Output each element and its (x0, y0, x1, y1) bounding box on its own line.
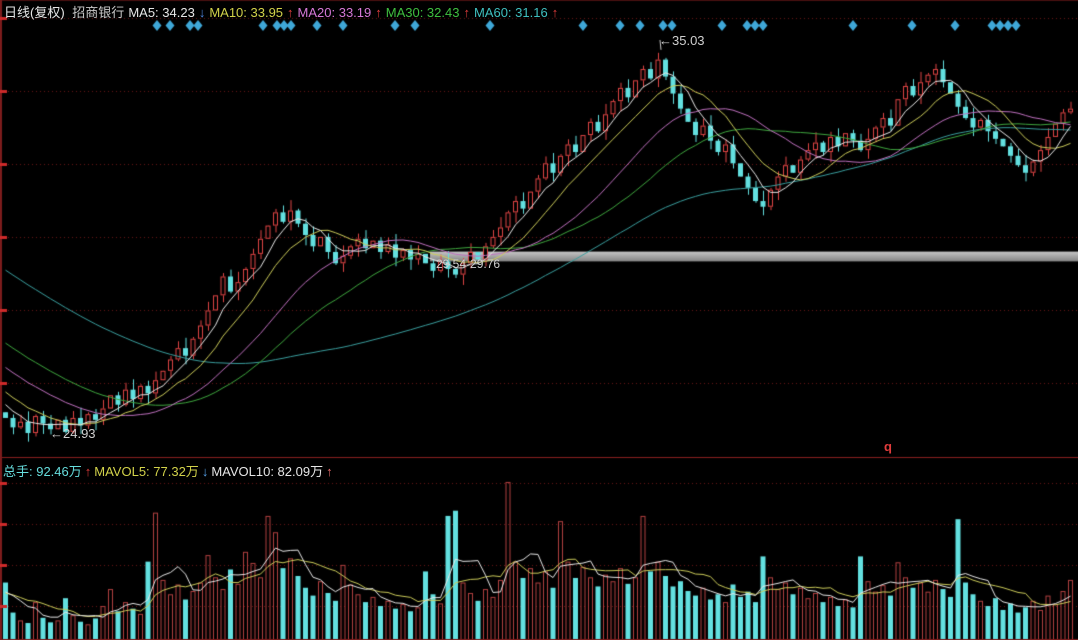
ma-values: MA5: 34.23 ↓ MA10: 33.95 ↑ MA20: 33.19 ↑ MA30:… (128, 5, 562, 20)
event-marker-q[interactable]: q (884, 439, 892, 454)
volume-values: 总手: 92.46万 ↑ MAVOL5: 77.32万 ↓ MAVOL10: 82.09… (3, 464, 336, 479)
ma-item: MA5: 34.23 (128, 5, 195, 20)
ma-item: MA10: 33.95 (209, 5, 284, 20)
stock-name[interactable]: 招商银行 (72, 5, 125, 20)
support-band-label: 29.54-29.76 (436, 257, 501, 271)
volume-trend-arrow: ↑ (84, 464, 92, 479)
ma-trend-arrow: ↑ (287, 5, 294, 20)
ma-trend-arrow: ↑ (463, 5, 470, 20)
low-price-label: ←24.93 (50, 426, 96, 441)
peak-price-label: ←35.03 (659, 33, 705, 48)
ma-item: MA30: 32.43 (385, 5, 460, 20)
volume-item: MAVOL10: 82.09万 (211, 464, 324, 479)
period-label[interactable]: 日线(复权) (4, 5, 65, 20)
volume-item: MAVOL5: 77.32万 (94, 464, 199, 479)
ma-item: MA60: 31.16 (473, 5, 548, 20)
chart-header: 日线(复权) 招商银行 MA5: 34.23 ↓ MA10: 33.95 ↑ MA20: … (4, 2, 566, 21)
volume-header: 总手: 92.46万 ↑ MAVOL5: 77.32万 ↓ MAVOL10: 82.09… (3, 461, 339, 480)
ma-trend-arrow: ↑ (551, 5, 559, 20)
volume-trend-arrow: ↓ (201, 464, 209, 479)
ma-trend-arrow: ↓ (198, 5, 206, 20)
ma-trend-arrow: ↑ (375, 5, 382, 20)
ma-item: MA20: 33.19 (297, 5, 372, 20)
volume-item: 总手: 92.46万 (3, 464, 82, 479)
volume-trend-arrow: ↑ (326, 464, 333, 479)
